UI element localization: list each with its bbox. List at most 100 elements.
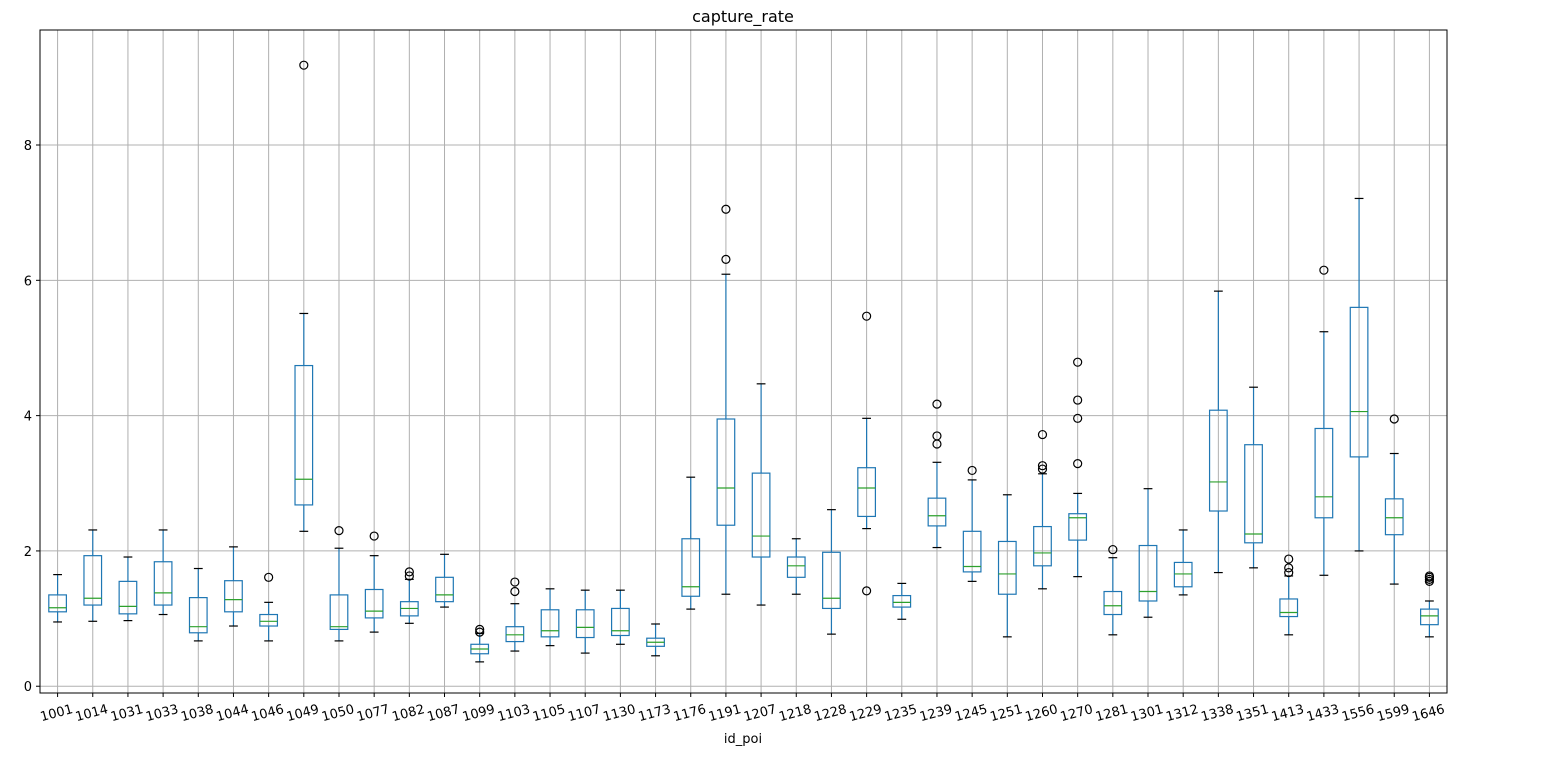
iqr-box (681, 538, 701, 597)
iqr-box (118, 580, 138, 615)
iqr-box (1173, 561, 1193, 588)
y-tick-label: 6 (24, 274, 32, 289)
iqr-box (1384, 498, 1404, 536)
box-1228 (822, 509, 841, 635)
box-1556 (1349, 197, 1369, 552)
iqr-box (1208, 409, 1228, 512)
y-tick-label: 2 (24, 545, 32, 560)
iqr-box (927, 497, 947, 527)
x-tick-label: 1338 (1200, 702, 1236, 725)
outlier-point (932, 399, 942, 409)
box-1082 (399, 567, 419, 624)
iqr-box (1103, 590, 1123, 616)
x-tick-label: 1082 (391, 702, 427, 725)
x-tick-label: 1312 (1164, 702, 1200, 725)
outlier-point (334, 526, 344, 536)
outlier-point (299, 60, 309, 70)
x-tick-label: 1556 (1340, 702, 1376, 725)
x-tick-label: 1413 (1270, 702, 1306, 725)
iqr-box (857, 467, 877, 518)
x-axis: 1001 1014 1031 1033 1038 1044 1046 1049 1050 1077… (39, 693, 1447, 725)
box-1099 (470, 624, 490, 663)
iqr-box (83, 555, 103, 606)
x-tick-label: 1351 (1235, 702, 1271, 725)
outlier-point (862, 586, 872, 596)
iqr-box (1279, 598, 1299, 618)
x-tick-label: 1001 (39, 702, 75, 725)
iqr-box (786, 556, 806, 578)
box-1001 (48, 574, 67, 623)
box-1077 (364, 531, 384, 633)
box-1312 (1173, 529, 1193, 596)
box-1044 (224, 546, 243, 627)
y-tick-label: 0 (24, 680, 32, 695)
outlier-point (1424, 571, 1435, 581)
box-1413 (1279, 554, 1299, 636)
box-1103 (505, 577, 525, 652)
outlier-point (1389, 414, 1399, 424)
outlier-point (967, 465, 977, 476)
box-1049 (294, 60, 314, 532)
x-tick-label: 1014 (74, 702, 110, 725)
box-1599 (1384, 414, 1404, 585)
iqr-box (364, 588, 384, 619)
x-tick-label: 1301 (1129, 702, 1165, 725)
y-tick-label: 8 (24, 139, 32, 154)
iqr-box (1138, 544, 1158, 602)
iqr-box (188, 597, 208, 634)
x-tick-label: 1245 (953, 702, 989, 725)
outlier-point (1284, 554, 1294, 564)
box-1176 (681, 476, 701, 610)
box-1245 (962, 465, 982, 582)
x-tick-label: 1031 (109, 702, 145, 725)
outlier-point (1073, 357, 1083, 367)
x-tick-label: 1207 (742, 702, 778, 725)
x-tick-label: 1229 (848, 702, 884, 725)
iqr-box (1033, 525, 1052, 567)
outlier-point (264, 572, 274, 582)
iqr-box (224, 580, 243, 613)
plot-area-frame (39, 29, 1448, 694)
x-tick-label: 1077 (355, 702, 391, 725)
x-tick-label: 1176 (672, 702, 708, 725)
x-tick-label: 1105 (531, 702, 567, 725)
box-1281 (1103, 544, 1123, 636)
x-tick-label: 1191 (707, 702, 743, 725)
iqr-box (505, 626, 525, 643)
x-tick-label: 1646 (1411, 702, 1447, 725)
outlier-point (1073, 413, 1083, 423)
chart-title: capture_rate (692, 7, 794, 27)
y-axis: 0 2 4 6 8 (24, 139, 40, 695)
box-1105 (540, 588, 560, 647)
outlier-point (510, 586, 520, 597)
box-1235 (892, 582, 912, 620)
x-tick-label: 1044 (215, 702, 251, 725)
x-tick-label: 1107 (566, 702, 602, 725)
box-1014 (83, 529, 103, 622)
iqr-box (48, 594, 67, 613)
outlier-point (932, 431, 942, 441)
outlier-point (475, 624, 485, 635)
iqr-box (575, 609, 595, 639)
box-1033 (153, 529, 173, 616)
box-1251 (997, 494, 1017, 638)
box-1046 (259, 572, 279, 642)
box-1338 (1208, 290, 1228, 574)
x-tick-label: 1033 (144, 702, 180, 725)
outlier-point (1037, 464, 1048, 474)
iqr-box (1068, 513, 1088, 541)
iqr-box (716, 418, 736, 526)
iqr-box (259, 613, 279, 627)
x-tick-label: 1046 (250, 702, 286, 725)
outlier-point (721, 204, 731, 214)
outlier-point (510, 577, 520, 587)
x-tick-label: 1260 (1024, 702, 1060, 725)
outlier-point (1108, 544, 1118, 555)
iqr-box (610, 607, 630, 637)
iqr-box (997, 540, 1017, 595)
x-tick-label: 1251 (988, 702, 1024, 725)
box-1646 (1420, 571, 1439, 638)
box-1207 (751, 383, 771, 606)
box-1301 (1138, 488, 1158, 618)
